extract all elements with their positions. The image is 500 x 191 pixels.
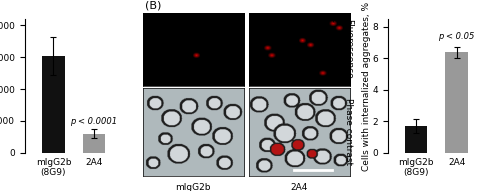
- Bar: [83, 134, 105, 153]
- Text: mIgG2b
(8G9): mIgG2b (8G9): [176, 183, 211, 191]
- Bar: [405, 126, 427, 153]
- Bar: [42, 56, 64, 153]
- Y-axis label: Cells with internalized aggregates, %: Cells with internalized aggregates, %: [362, 1, 370, 171]
- Bar: [446, 52, 468, 153]
- Y-axis label: Fluorescence: Fluorescence: [344, 19, 353, 79]
- Text: 2A4: 2A4: [290, 183, 308, 191]
- Text: p < 0.05: p < 0.05: [438, 32, 475, 41]
- Y-axis label: Phase contrast: Phase contrast: [344, 98, 353, 165]
- Text: p < 0.0001: p < 0.0001: [70, 117, 118, 126]
- Text: (B): (B): [145, 1, 162, 11]
- Text: (C): (C): [331, 12, 347, 22]
